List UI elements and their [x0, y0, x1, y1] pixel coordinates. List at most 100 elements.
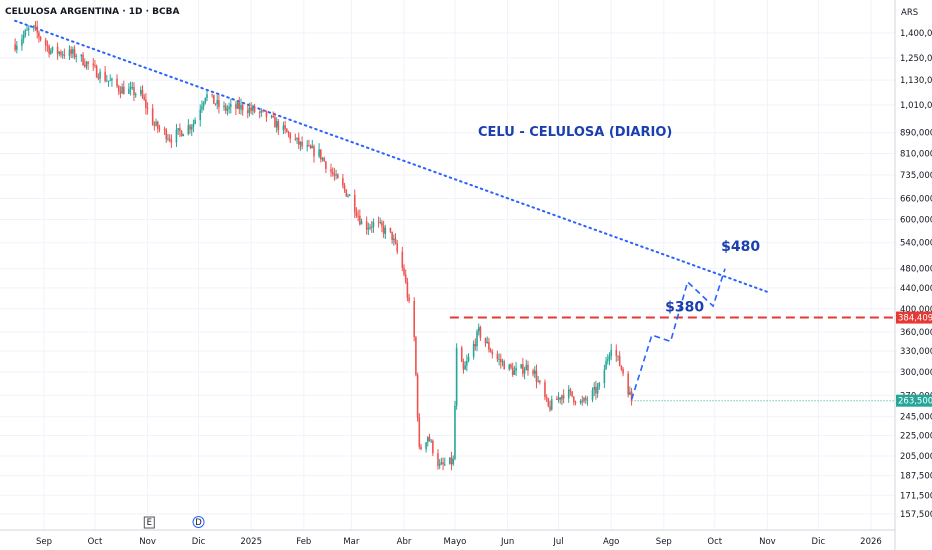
candle-body: [496, 354, 499, 360]
candle-body: [321, 158, 324, 160]
candle-body: [335, 174, 337, 176]
candle-body: [270, 115, 273, 118]
chart-grid: [0, 0, 895, 530]
candle-body: [584, 398, 587, 400]
currency-label: ARS: [901, 8, 918, 18]
time-axis: Sep Oct Nov Dic 2025 Feb Mar Abr Mayo Jun Jul Ago Se…: [0, 529, 895, 547]
price-axis-bg: [895, 0, 932, 550]
candle-body: [432, 440, 434, 454]
candle-body: [523, 370, 526, 374]
candle-body: [27, 28, 30, 30]
candle-body: [260, 110, 263, 113]
y-tick-label: 890,000: [900, 129, 932, 139]
candle-body: [299, 141, 302, 145]
candle-body: [606, 359, 609, 361]
x-tick-label: Mayo: [444, 537, 467, 547]
candle-body: [44, 39, 47, 46]
candle-body: [425, 442, 427, 450]
candle-body: [359, 215, 361, 225]
y-tick-label: 171,500: [900, 491, 932, 501]
candle-body: [477, 327, 480, 332]
candle-body: [544, 382, 546, 398]
candle-body: [591, 390, 594, 400]
candle-body: [325, 161, 327, 169]
candle-body: [34, 25, 37, 27]
candle-body: [593, 387, 596, 391]
candle-body: [119, 91, 122, 94]
candle-body: [128, 88, 130, 94]
candle-body: [63, 54, 66, 56]
x-tick-label: Ago: [603, 537, 619, 547]
candle-body: [87, 61, 89, 64]
candle-body: [36, 26, 39, 33]
candle-body: [199, 109, 202, 121]
candle-body: [437, 453, 439, 466]
candle-body: [240, 104, 242, 110]
candle-body: [228, 106, 230, 109]
price-target-annotations: $380 $480: [665, 239, 760, 316]
candle-body: [596, 386, 599, 394]
candle-body: [33, 25, 35, 29]
y-tick-label: 1,250,000: [900, 54, 932, 64]
x-tick-label: 2025: [240, 537, 262, 547]
candle-body: [331, 171, 334, 175]
candle-body: [500, 359, 502, 363]
resistance-tag-label: 384,409: [898, 314, 932, 324]
candle-body: [129, 87, 132, 89]
candle-body: [533, 370, 536, 374]
candle-body: [393, 238, 395, 241]
y-tick-label: 400,000: [900, 305, 932, 315]
candle-body: [491, 352, 494, 355]
candle-body: [430, 440, 432, 442]
candle-body: [413, 300, 415, 338]
candle-body: [466, 360, 468, 366]
candle-body: [464, 365, 466, 370]
candle-body: [241, 104, 244, 111]
candle-body: [163, 128, 166, 131]
candle-body: [201, 106, 203, 110]
candle-body: [26, 29, 28, 31]
candle-body: [252, 106, 254, 111]
candle-body: [306, 145, 309, 147]
candle-body: [370, 226, 373, 228]
candle-body: [535, 370, 538, 382]
candle-body: [622, 369, 624, 374]
y-tick-label: 440,000: [900, 284, 932, 294]
candle-body: [579, 400, 582, 403]
y-tick-label: 330,000: [900, 347, 932, 357]
candle-body: [294, 138, 297, 140]
x-tick-label: Nov: [139, 537, 156, 547]
candle-body: [51, 46, 54, 51]
candle-body: [192, 123, 195, 128]
y-tick-label: 735,000: [900, 171, 932, 181]
candle-body: [97, 77, 100, 79]
candle-body: [46, 45, 49, 46]
candle-body: [360, 221, 363, 225]
candle-body: [545, 397, 548, 399]
candle-body: [92, 63, 95, 65]
candle-body: [216, 100, 219, 105]
candle-body: [223, 105, 225, 107]
candle-body: [253, 106, 256, 112]
candle-body: [527, 364, 529, 371]
event-marker-label: E: [147, 518, 152, 528]
candle-body: [16, 45, 18, 50]
candle-body: [357, 215, 359, 217]
candle-body: [155, 121, 157, 126]
candle-body: [180, 130, 183, 137]
candle-body: [286, 128, 288, 133]
candle-body: [106, 80, 108, 82]
candle-body: [218, 100, 220, 107]
candle-body: [428, 436, 431, 442]
y-tick-label: 187,500: [900, 472, 932, 482]
candle-body: [343, 185, 346, 190]
candle-body: [586, 399, 589, 401]
candle-body: [525, 364, 528, 371]
candle-body: [313, 146, 315, 157]
candle-body: [145, 99, 147, 109]
y-tick-label: 1,010,000: [900, 101, 932, 111]
candle-body: [556, 399, 558, 401]
candle-body: [511, 367, 514, 375]
candle-body: [583, 398, 585, 402]
